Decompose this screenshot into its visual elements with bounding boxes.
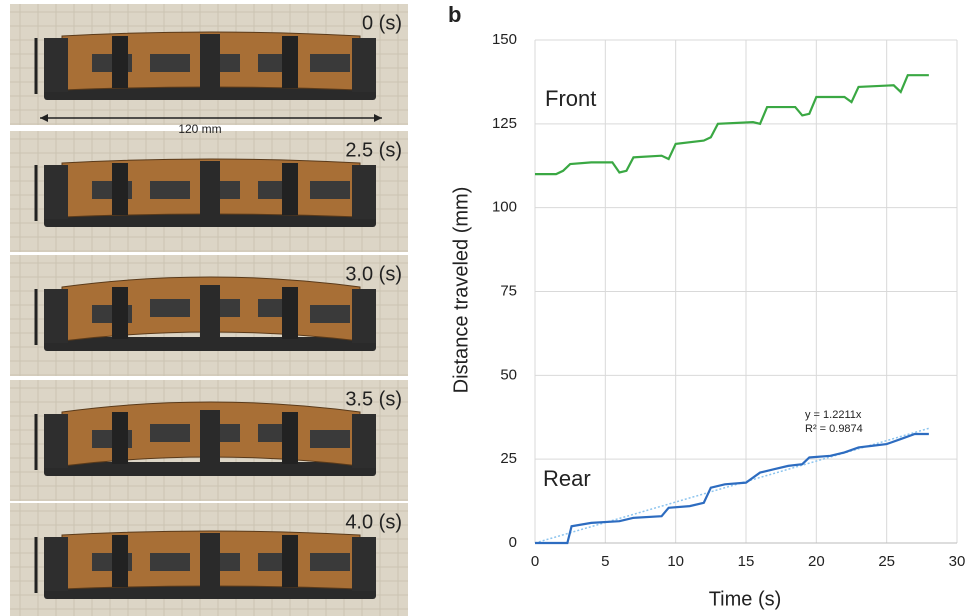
robot-pad — [44, 165, 68, 219]
scale-label: 120 mm — [178, 122, 221, 136]
panel-label: b — [448, 2, 461, 27]
y-axis-title: Distance traveled (mm) — [450, 187, 472, 394]
y-tick-label: 100 — [492, 199, 517, 216]
x-tick-label: 20 — [808, 553, 825, 570]
y-tick-label: 150 — [492, 31, 517, 48]
y-tick-label: 25 — [500, 450, 517, 467]
time-label: 0 (s) — [362, 12, 402, 34]
time-label: 2.5 (s) — [345, 139, 402, 161]
time-label: 3.0 (s) — [345, 263, 402, 285]
y-tick-label: 75 — [500, 282, 517, 299]
x-tick-label: 0 — [531, 553, 539, 570]
robot-window — [150, 54, 190, 72]
robot-window — [150, 181, 190, 199]
robot-cross — [112, 287, 128, 339]
robot-cross — [112, 412, 128, 464]
trend-annotation: R² = 0.9874 — [805, 423, 863, 435]
time-label: 4.0 (s) — [345, 511, 402, 533]
x-axis-title: Time (s) — [709, 588, 782, 610]
robot-pad — [44, 289, 68, 343]
robot-center — [200, 533, 220, 589]
robot-window — [150, 299, 190, 317]
x-tick-label: 5 — [601, 553, 609, 570]
photo-frame: 2.5 (s) — [10, 131, 408, 252]
series-label: Rear — [543, 466, 591, 491]
robot-window — [310, 305, 350, 323]
robot-window — [310, 181, 350, 199]
robot-pad — [352, 537, 376, 591]
robot-cross — [282, 535, 298, 587]
robot-pad — [352, 165, 376, 219]
robot-pad — [44, 38, 68, 92]
robot-window — [150, 553, 190, 571]
photo-frame: 3.0 (s) — [10, 255, 408, 376]
time-label: 3.5 (s) — [345, 388, 402, 410]
y-tick-label: 125 — [492, 115, 517, 132]
robot-pad — [352, 414, 376, 468]
robot-pad — [352, 38, 376, 92]
photo-frame: 0 (s) — [10, 4, 408, 125]
robot-pad — [44, 537, 68, 591]
trend-annotation: y = 1.2211x — [805, 409, 862, 421]
photo-frame: 3.5 (s) — [10, 380, 408, 501]
x-tick-label: 10 — [667, 553, 684, 570]
robot-cross — [112, 535, 128, 587]
robot-center — [200, 161, 220, 217]
robot-cross — [282, 36, 298, 88]
robot-cross — [112, 163, 128, 215]
photo-frame: 4.0 (s) — [10, 503, 408, 616]
x-tick-label: 15 — [738, 553, 755, 570]
robot-window — [310, 54, 350, 72]
robot-pad — [44, 414, 68, 468]
robot-pad — [352, 289, 376, 343]
x-tick-label: 25 — [878, 553, 895, 570]
robot-center — [200, 285, 220, 341]
y-tick-label: 50 — [500, 366, 517, 383]
x-tick-label: 30 — [949, 553, 966, 570]
robot-cross — [282, 412, 298, 464]
figure: a b Time (s) Distance traveled (mm) 0 (s… — [0, 0, 976, 616]
robot-window — [150, 424, 190, 442]
series-label: Front — [545, 86, 596, 111]
robot-cross — [282, 287, 298, 339]
robot-center — [200, 34, 220, 90]
robot-window — [310, 553, 350, 571]
robot-cross — [112, 36, 128, 88]
robot-window — [310, 430, 350, 448]
robot-center — [200, 410, 220, 466]
robot-cross — [282, 163, 298, 215]
y-tick-label: 0 — [509, 534, 517, 551]
data-line — [535, 434, 929, 543]
